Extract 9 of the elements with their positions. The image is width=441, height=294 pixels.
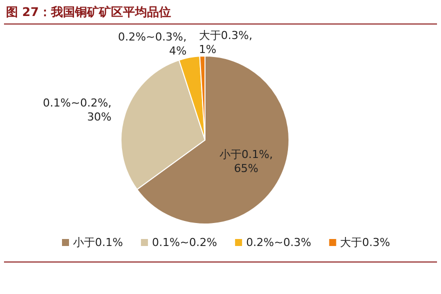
data-label: 大于0.3%, 1% <box>198 28 252 56</box>
data-label: 小于0.1%, 65% <box>219 148 273 175</box>
data-label: 0.1%~0.2%, 30% <box>42 96 112 124</box>
legend-label: 0.1%~0.2% <box>152 236 218 249</box>
chart-title: 图 27：我国铜矿矿区平均品位 <box>6 5 171 19</box>
legend-label: 小于0.1% <box>73 236 123 249</box>
legend-label: 0.2%~0.3% <box>246 236 312 249</box>
legend-label: 大于0.3% <box>340 236 390 249</box>
data-label: 0.2%~0.3%, 4% <box>118 30 187 58</box>
